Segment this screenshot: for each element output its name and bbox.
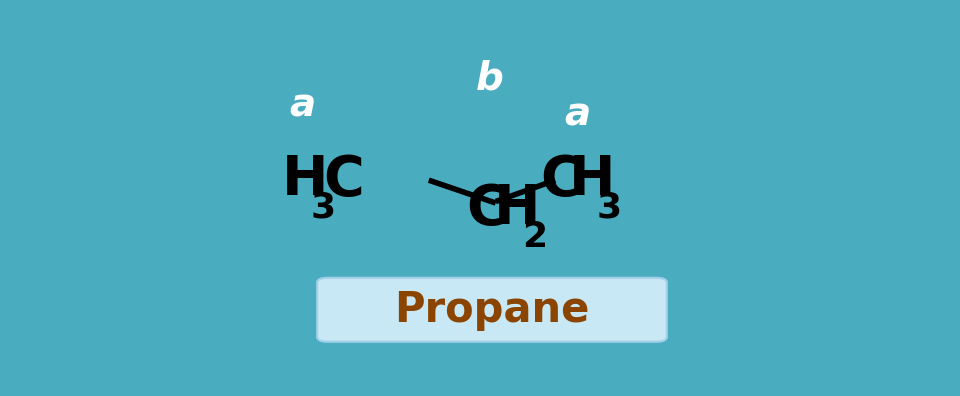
Text: b: b xyxy=(476,59,504,97)
Text: H: H xyxy=(282,153,328,207)
Text: 2: 2 xyxy=(522,219,547,253)
Text: H: H xyxy=(494,182,540,236)
Text: 3: 3 xyxy=(596,190,621,225)
Text: Propane: Propane xyxy=(395,289,589,331)
Text: a: a xyxy=(564,95,590,133)
Text: C: C xyxy=(540,153,581,207)
Text: a: a xyxy=(289,86,316,124)
Text: C: C xyxy=(324,153,364,207)
Text: H: H xyxy=(568,153,615,207)
Text: 3: 3 xyxy=(310,190,336,225)
FancyBboxPatch shape xyxy=(317,278,667,342)
Text: C: C xyxy=(466,182,507,236)
